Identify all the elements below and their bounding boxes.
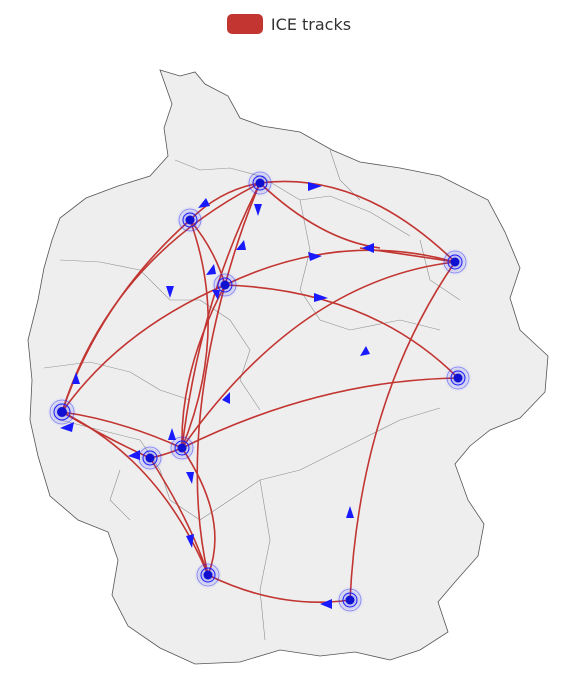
track-hamburg-berlin bbox=[259, 180, 456, 263]
arrow-5 bbox=[362, 243, 374, 253]
track-bremen-frankfurt bbox=[181, 219, 209, 449]
arrow-8 bbox=[166, 286, 174, 298]
track-hannover-cologne bbox=[61, 284, 226, 413]
arrow-4 bbox=[308, 252, 322, 261]
track-hannover-berlin bbox=[224, 249, 456, 286]
arrow-13 bbox=[222, 392, 230, 404]
track-hamburg-leipzig bbox=[259, 182, 381, 249]
station-dresden bbox=[444, 364, 472, 392]
arrow-17 bbox=[186, 534, 194, 548]
germany-land bbox=[27, 69, 549, 665]
track-hannover-frankfurt bbox=[181, 284, 226, 449]
track-stuttgart-munich bbox=[207, 574, 351, 604]
arrow-14 bbox=[360, 346, 370, 356]
track-frankfurt-dresden bbox=[181, 377, 459, 449]
track-hannover-dresden bbox=[224, 284, 459, 379]
track-cologne-stuttgart bbox=[61, 411, 209, 576]
station-stuttgart bbox=[194, 561, 222, 589]
arrow-15 bbox=[346, 506, 354, 518]
track-hamburg-frankfurt bbox=[181, 182, 261, 449]
station-bremen bbox=[176, 206, 204, 234]
arrow-19 bbox=[206, 264, 216, 275]
arrow-9 bbox=[72, 372, 80, 384]
station-mannheim bbox=[136, 444, 164, 472]
station-hamburg bbox=[246, 169, 274, 197]
legend-swatch bbox=[226, 14, 263, 34]
station-munich bbox=[336, 586, 364, 614]
stations bbox=[47, 169, 472, 614]
track-arrows bbox=[60, 182, 374, 609]
legend[interactable]: ICE tracks bbox=[0, 14, 578, 34]
arrow-1 bbox=[308, 182, 322, 191]
arrow-7 bbox=[236, 240, 246, 250]
arrow-10 bbox=[60, 422, 74, 432]
arrow-3 bbox=[198, 198, 210, 208]
station-hannover bbox=[211, 271, 239, 299]
station-berlin bbox=[441, 248, 469, 276]
track-bremen-cologne bbox=[61, 219, 191, 413]
track-berlin-munich bbox=[349, 261, 456, 601]
arrow-16 bbox=[320, 599, 332, 609]
station-frankfurt bbox=[168, 434, 196, 462]
legend-label: ICE tracks bbox=[270, 14, 352, 34]
station-cologne bbox=[47, 397, 77, 427]
arrow-18 bbox=[186, 472, 194, 484]
arrow-6 bbox=[314, 293, 328, 302]
arrow-2 bbox=[254, 204, 262, 216]
track-berlin-frankfurt bbox=[181, 261, 456, 449]
